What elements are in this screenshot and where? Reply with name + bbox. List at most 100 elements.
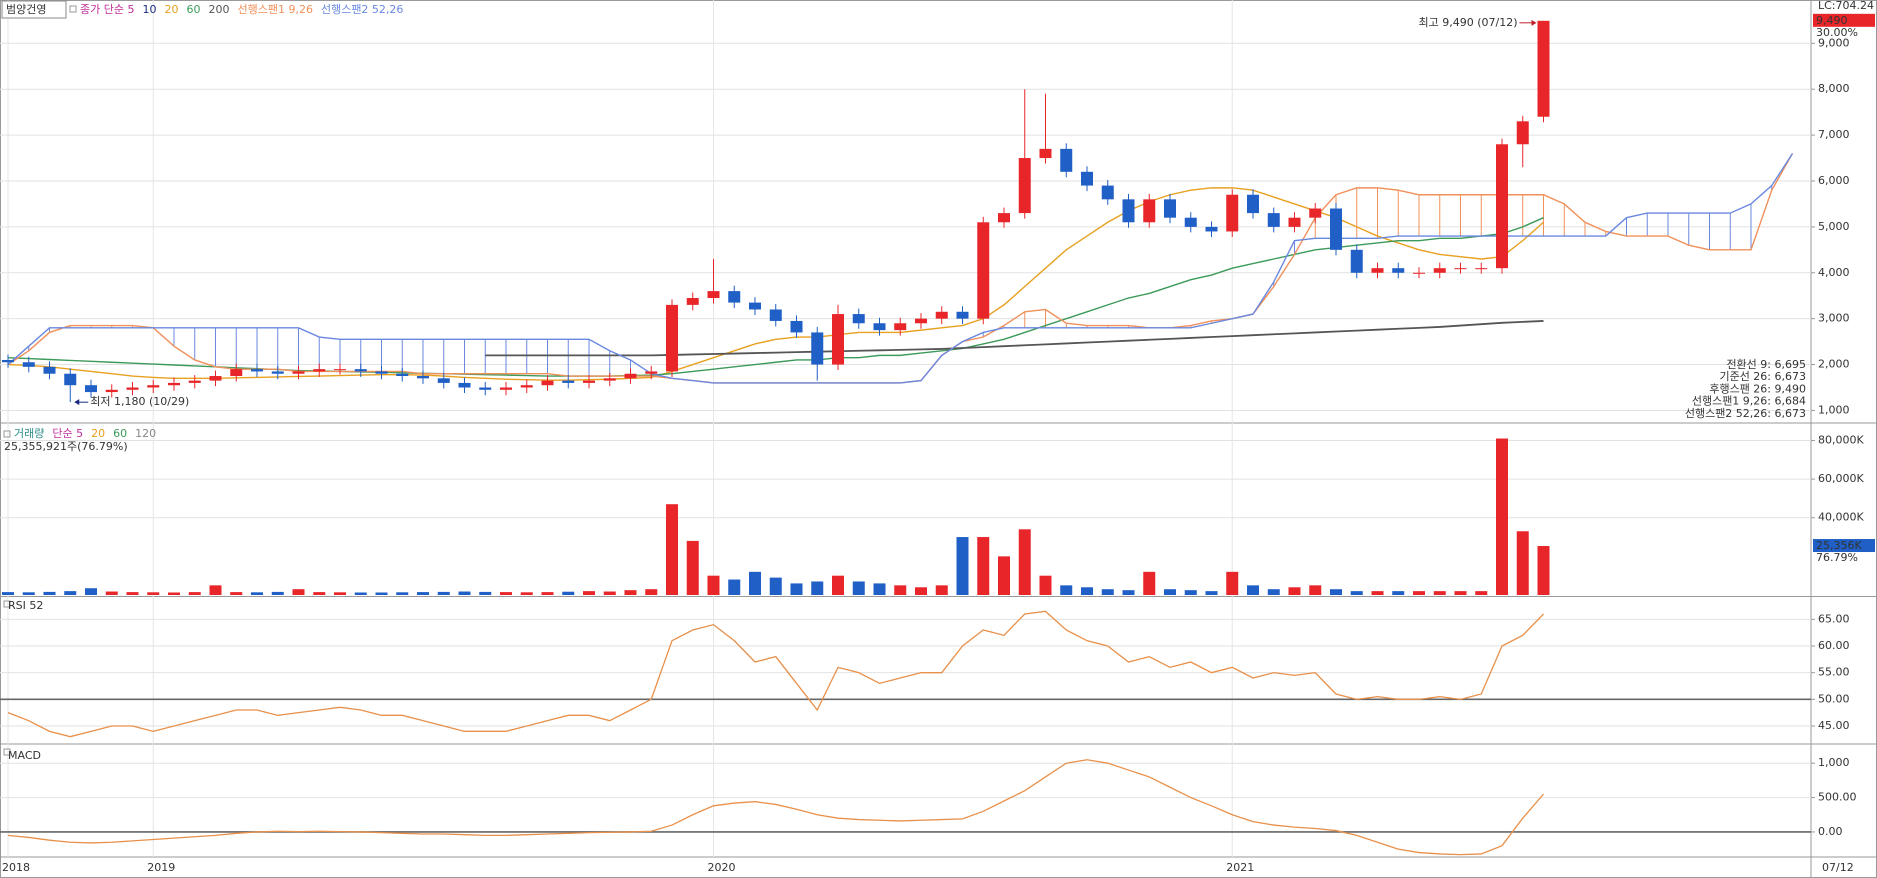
volume-bar <box>1060 585 1073 595</box>
volume-bar <box>1330 589 1342 595</box>
y-tick-label: 9,000 <box>1818 36 1850 49</box>
x-tick-label: 2020 <box>708 861 736 874</box>
indicator-value: 선행스팬1 9,26: 6,684 <box>1692 395 1806 408</box>
legend-entry: 20 <box>164 3 178 16</box>
candle-body <box>168 382 180 386</box>
legend-entry: 60 <box>186 3 200 16</box>
volume-bar <box>894 585 907 595</box>
volume-bar <box>251 592 263 595</box>
candle-body <box>1081 171 1093 186</box>
volume-bar <box>1164 589 1176 595</box>
indicator-value: 기준선 26: 6,673 <box>1719 370 1806 383</box>
legend-entry: 종가 단순 5 <box>80 3 134 16</box>
y-tick-label: 3,000 <box>1818 312 1850 325</box>
candle-body <box>1516 121 1529 145</box>
y-tick-label: 6,000 <box>1818 174 1850 187</box>
candle-body <box>85 385 97 393</box>
indicator-value: 전환선 9: 6,695 <box>1726 358 1806 371</box>
volume-bar <box>188 592 201 595</box>
indicator-line <box>7 610 1544 738</box>
candle-body <box>790 320 803 333</box>
candle-body <box>749 302 761 310</box>
volume-bar <box>832 575 844 595</box>
y-tick-label: 2,000 <box>1818 358 1850 371</box>
volume-bar <box>105 591 118 595</box>
y-tick-label: 8,000 <box>1818 82 1850 95</box>
volume-bar <box>977 537 990 595</box>
volume-bar <box>479 591 492 595</box>
volume-bar <box>437 591 450 595</box>
candle-body <box>832 314 844 365</box>
candle-body <box>43 366 56 374</box>
change-label: 30.00% <box>1816 26 1858 39</box>
volume-bar <box>1184 590 1197 595</box>
candle-body <box>251 369 263 372</box>
subtitle: 25,355,921주(76.79%) <box>4 440 128 453</box>
volume-bar <box>1454 591 1467 595</box>
volume-bar <box>1143 571 1156 595</box>
candle-body <box>375 371 388 374</box>
volume-bar <box>666 504 678 595</box>
candle-body <box>935 311 948 319</box>
y-tick-label: 60.00 <box>1818 639 1850 652</box>
legend-entry: 단순 5 <box>52 427 83 440</box>
volume-bar <box>790 583 803 595</box>
candle-body <box>396 373 409 377</box>
candle-body <box>520 385 533 388</box>
candle-body <box>624 373 637 379</box>
volume-bar <box>749 571 761 595</box>
candle-body <box>334 369 346 371</box>
volume-bar <box>935 585 948 595</box>
volume-bar <box>541 592 554 595</box>
panel-title: RSI 52 <box>8 599 43 612</box>
y-tick-label: 5,000 <box>1818 220 1850 233</box>
candle-body <box>1205 226 1218 232</box>
volume-bar <box>417 592 429 595</box>
volume-bar <box>1392 591 1405 595</box>
volume-bar <box>458 591 471 595</box>
indicator-line <box>7 759 1544 856</box>
indicator-value: 후행스팬 26: 9,490 <box>1709 382 1806 395</box>
volume-bar <box>1496 438 1508 595</box>
volume-bar <box>707 575 720 595</box>
candle-body <box>977 222 990 319</box>
candle-body <box>1433 268 1446 273</box>
candle-body <box>2 359 14 363</box>
candle-body <box>645 371 658 374</box>
candle-body <box>500 387 512 390</box>
candle-body <box>1475 268 1488 270</box>
y-tick-label: 65.00 <box>1818 612 1850 625</box>
candle-body <box>147 385 160 388</box>
candle-body <box>437 378 450 383</box>
volume-bar <box>209 585 222 595</box>
volume-bar <box>1350 591 1363 595</box>
volume-bar <box>2 592 14 595</box>
legend-entry: 120 <box>135 427 156 440</box>
volume-bar <box>230 592 243 595</box>
candle-body <box>998 213 1010 223</box>
y-tick-label: 0.00 <box>1818 825 1843 838</box>
candle-body <box>1371 268 1384 273</box>
legend: 종가 단순 5 10 20 60 200 선행스팬1 9,26 선행스팬2 52,26 <box>80 3 403 16</box>
candle-body <box>1060 148 1073 172</box>
volume-bar <box>1413 591 1425 595</box>
candle-body <box>1267 213 1280 227</box>
volume-bar <box>1122 590 1135 595</box>
candle-body <box>686 298 699 305</box>
volume-bar <box>64 591 77 595</box>
candle-body <box>1413 272 1425 274</box>
candle-body <box>1309 208 1322 218</box>
candle-body <box>1018 158 1031 214</box>
volume-bar <box>1226 571 1239 595</box>
candle-body <box>707 291 720 299</box>
candle-body <box>769 309 782 321</box>
candle-body <box>1247 194 1259 214</box>
volume-bar <box>769 577 782 595</box>
candle-body <box>105 389 118 393</box>
volume-bar <box>1081 587 1093 595</box>
candle-body <box>1039 148 1052 159</box>
last-price-box <box>1813 13 1875 27</box>
candle-body <box>1101 185 1114 200</box>
last-price-label: 9,490 <box>1816 14 1848 27</box>
ma-line <box>7 187 1544 381</box>
